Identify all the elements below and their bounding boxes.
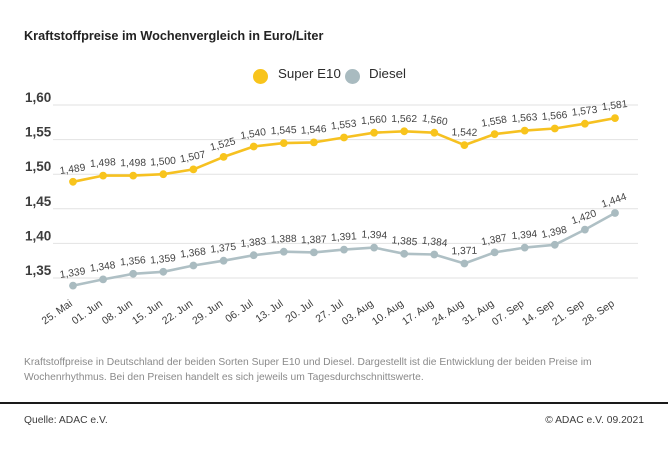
svg-text:17. Aug: 17. Aug	[400, 298, 436, 328]
svg-text:28. Sep: 28. Sep	[580, 298, 617, 329]
svg-text:20. Jul: 20. Jul	[283, 298, 315, 326]
svg-text:15. Jun: 15. Jun	[130, 298, 165, 328]
svg-text:03. Aug: 03. Aug	[340, 298, 376, 328]
svg-text:29. Jun: 29. Jun	[190, 298, 225, 328]
svg-text:08. Jun: 08. Jun	[100, 298, 135, 328]
svg-text:24. Aug: 24. Aug	[430, 298, 466, 328]
svg-text:31. Aug: 31. Aug	[460, 298, 496, 328]
svg-text:22. Jun: 22. Jun	[160, 298, 195, 328]
svg-text:21. Sep: 21. Sep	[550, 298, 587, 329]
svg-text:14. Sep: 14. Sep	[520, 298, 557, 329]
svg-text:25. Mai: 25. Mai	[40, 298, 75, 328]
svg-text:07. Sep: 07. Sep	[490, 298, 527, 329]
svg-text:10. Aug: 10. Aug	[370, 298, 406, 328]
svg-text:13. Jul: 13. Jul	[253, 298, 285, 326]
svg-text:01. Jun: 01. Jun	[70, 298, 105, 328]
svg-text:06. Jul: 06. Jul	[223, 298, 255, 326]
